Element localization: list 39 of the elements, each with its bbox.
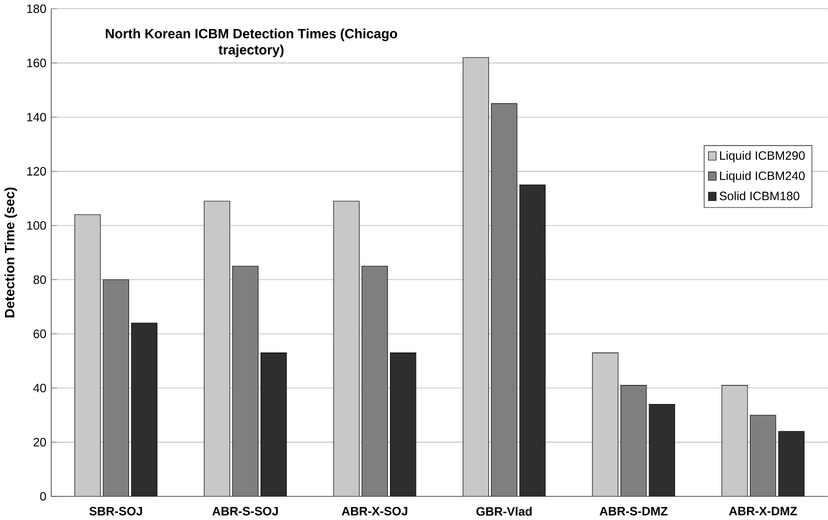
bar [260,352,287,496]
bar [74,214,101,496]
bar [778,430,804,496]
bar [131,322,158,496]
bar [491,103,518,496]
x-tick-label: GBR-Vlad [476,506,532,516]
legend-label: Liquid ICBM290 [720,150,805,162]
bar [462,57,489,496]
y-tick-label: 140 [27,112,46,122]
bar [620,384,647,496]
bar [648,404,676,496]
x-tick-label: ABR-S-SOJ [212,506,278,516]
y-tick-label: 160 [27,58,46,68]
bar [592,352,618,496]
bar [519,184,546,496]
y-tick-label: 80 [34,275,46,284]
x-tick-label: SBR-SOJ [89,506,142,516]
y-tick-label: 40 [33,384,46,392]
y-tick-label: 20 [34,438,46,446]
text: North Korean ICBM Detection Times (Chicago trajectory) [106,28,398,58]
legend-label: Liquid ICBM240 [720,171,805,182]
y-tick-label: 100 [27,221,46,230]
y-tick-label: 0 [40,492,46,501]
bar [390,352,416,496]
y-axis-title: Detection Time (sec) [4,187,18,318]
bar [750,414,776,496]
legend-label: Solid ICBM180 [720,191,800,200]
bar [362,266,388,496]
bar [102,279,130,496]
bar [333,200,360,496]
y-tick-label: 60 [34,329,46,338]
y-tick-label: 120 [27,166,46,176]
bar [204,200,230,496]
bar [232,266,258,496]
y-tick-label: 180 [27,4,46,13]
x-tick-label: ABR-S-DMZ [600,506,668,516]
x-tick-label: ABR-X-DMZ [729,506,797,516]
x-tick-label: ABR-X-SOJ [342,506,408,516]
bar [722,384,748,496]
